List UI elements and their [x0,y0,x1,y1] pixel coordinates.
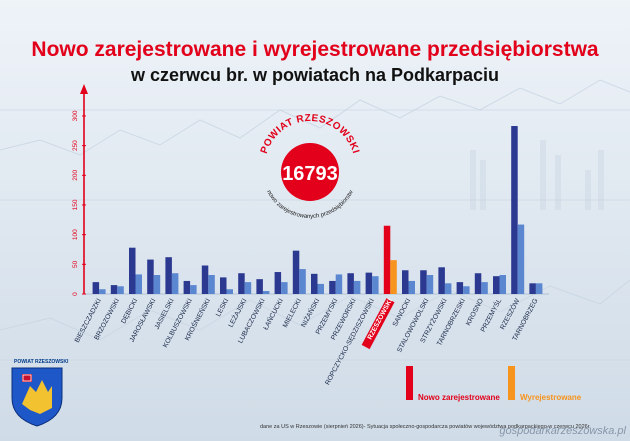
bar-new-14 [347,273,354,294]
x-tick-label: KROSNO [465,298,485,327]
bar-removed-19 [444,283,452,294]
bar-removed-9 [262,291,270,294]
x-tick-label: SANOCKI [392,298,413,328]
source-note: dane za US w Rzeszowie (sierpnień 2026)-… [260,424,591,430]
bar-new-1 [110,285,118,294]
bar-new-8 [238,273,245,294]
bar-new-20 [456,282,464,294]
y-tick-label: 250 [72,140,79,151]
legend: Nowo zarejestrowane Wyrejestrowane [406,366,582,402]
bar-new-24 [529,283,536,294]
bar-new-7 [220,277,227,294]
bar-removed-3 [153,275,161,294]
y-axis-arrow-icon [80,84,88,94]
x-tick-label: DĘBICKI [120,298,139,325]
legend-swatch-removed [508,366,515,400]
bar-new-22 [493,276,500,294]
y-tick-label: 200 [72,169,79,180]
x-tick-label: LESKI [215,298,230,318]
bar-new-18 [420,270,427,294]
y-tick-label: 150 [72,199,79,210]
bar-removed-20 [463,286,470,294]
bar-new-12 [311,273,318,294]
bar-new-19 [438,267,445,294]
bar-removed-7 [226,289,233,294]
y-tick-label: 0 [72,292,79,296]
bar-removed-22 [499,275,506,294]
y-tick-label: 100 [72,229,79,240]
bar-removed-24 [535,283,543,294]
bar-new-23 [511,126,518,294]
bar-new-13 [329,280,336,294]
bar-new-0 [92,282,100,294]
bar-new-16 [383,225,391,294]
bar-new-6 [201,265,209,294]
coat-of-arms-icon [11,367,63,427]
bar-removed-11 [299,269,306,294]
chart-title: Nowo zarejestrowane i wyrejestrowane prz… [31,38,599,61]
bar-removed-14 [353,280,361,294]
bar-removed-15 [372,276,379,294]
bar-removed-8 [244,282,252,294]
powiat-badge: 16793 POWIAT RZESZOWSKI nowo zarejestrow… [259,113,361,220]
bar-removed-17 [408,280,415,294]
y-tick-label: 50 [72,260,79,268]
bar-removed-13 [335,274,343,294]
bar-removed-1 [117,286,124,294]
badge-value: 16793 [282,163,338,185]
bar-new-9 [256,279,263,294]
bar-removed-6 [208,275,215,294]
bar-removed-4 [171,273,179,294]
bar-removed-0 [99,289,106,294]
bar-removed-16 [390,260,397,294]
bar-new-3 [147,259,154,294]
bar-new-17 [402,270,409,294]
bar-removed-5 [190,285,197,294]
bar-new-2 [129,247,136,294]
bar-removed-21 [481,282,488,294]
bar-new-5 [183,280,191,294]
bar-removed-2 [135,274,142,294]
bar-new-21 [474,273,482,294]
legend-swatch-new [406,366,413,400]
bar-removed-23 [517,224,525,294]
legend-label-removed: Wyrejestrowane [520,393,582,402]
highlight-label-box [361,298,395,350]
legend-label-new: Nowo zarejestrowane [418,393,500,402]
bar-removed-10 [281,282,288,294]
bar-removed-18 [426,275,434,294]
bar-new-10 [274,272,282,294]
chart-subtitle: w czerwcu br. w powiatach na Podkarpaciu [130,65,500,85]
y-tick-label: 300 [72,110,79,121]
watermark: gospodarkarzeszowska.pl [499,425,626,437]
badge-circle [281,143,339,201]
bar-new-15 [365,272,373,294]
bar-new-11 [292,250,300,294]
crest-label: POWIAT RZESZOWSKI [14,359,69,365]
bar-series [92,126,543,294]
bar-new-4 [165,257,172,294]
bar-removed-12 [317,283,324,294]
